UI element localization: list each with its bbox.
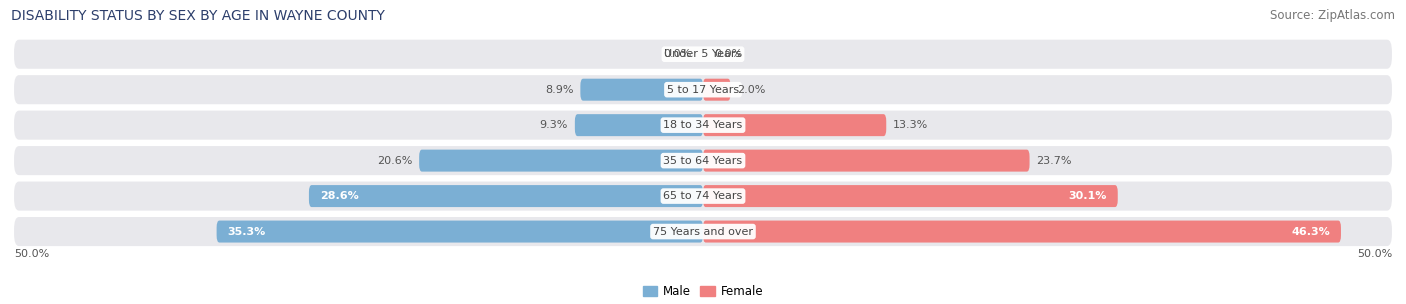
FancyBboxPatch shape (217, 221, 703, 243)
FancyBboxPatch shape (581, 79, 703, 101)
Text: 18 to 34 Years: 18 to 34 Years (664, 120, 742, 130)
Text: 28.6%: 28.6% (321, 191, 359, 201)
Text: 65 to 74 Years: 65 to 74 Years (664, 191, 742, 201)
Text: 30.1%: 30.1% (1069, 191, 1107, 201)
Text: 9.3%: 9.3% (540, 120, 568, 130)
FancyBboxPatch shape (14, 181, 1392, 211)
FancyBboxPatch shape (703, 221, 1341, 243)
Text: 75 Years and over: 75 Years and over (652, 226, 754, 237)
Text: 23.7%: 23.7% (1036, 156, 1071, 166)
Text: 50.0%: 50.0% (1357, 249, 1392, 259)
FancyBboxPatch shape (703, 185, 1118, 207)
FancyBboxPatch shape (575, 114, 703, 136)
Text: 35 to 64 Years: 35 to 64 Years (664, 156, 742, 166)
FancyBboxPatch shape (14, 146, 1392, 175)
Text: 35.3%: 35.3% (228, 226, 266, 237)
Text: 20.6%: 20.6% (377, 156, 412, 166)
FancyBboxPatch shape (14, 217, 1392, 246)
Text: Source: ZipAtlas.com: Source: ZipAtlas.com (1270, 9, 1395, 22)
Text: 50.0%: 50.0% (14, 249, 49, 259)
FancyBboxPatch shape (14, 75, 1392, 104)
Text: DISABILITY STATUS BY SEX BY AGE IN WAYNE COUNTY: DISABILITY STATUS BY SEX BY AGE IN WAYNE… (11, 9, 385, 23)
Text: 2.0%: 2.0% (738, 85, 766, 95)
Text: 5 to 17 Years: 5 to 17 Years (666, 85, 740, 95)
Legend: Male, Female: Male, Female (638, 281, 768, 303)
FancyBboxPatch shape (14, 111, 1392, 140)
Text: 46.3%: 46.3% (1291, 226, 1330, 237)
Text: 0.0%: 0.0% (664, 49, 692, 59)
FancyBboxPatch shape (309, 185, 703, 207)
Text: 13.3%: 13.3% (893, 120, 928, 130)
FancyBboxPatch shape (703, 150, 1029, 171)
FancyBboxPatch shape (703, 79, 731, 101)
Text: 0.0%: 0.0% (714, 49, 742, 59)
FancyBboxPatch shape (419, 150, 703, 171)
FancyBboxPatch shape (703, 114, 886, 136)
Text: 8.9%: 8.9% (546, 85, 574, 95)
FancyBboxPatch shape (14, 40, 1392, 69)
Text: Under 5 Years: Under 5 Years (665, 49, 741, 59)
